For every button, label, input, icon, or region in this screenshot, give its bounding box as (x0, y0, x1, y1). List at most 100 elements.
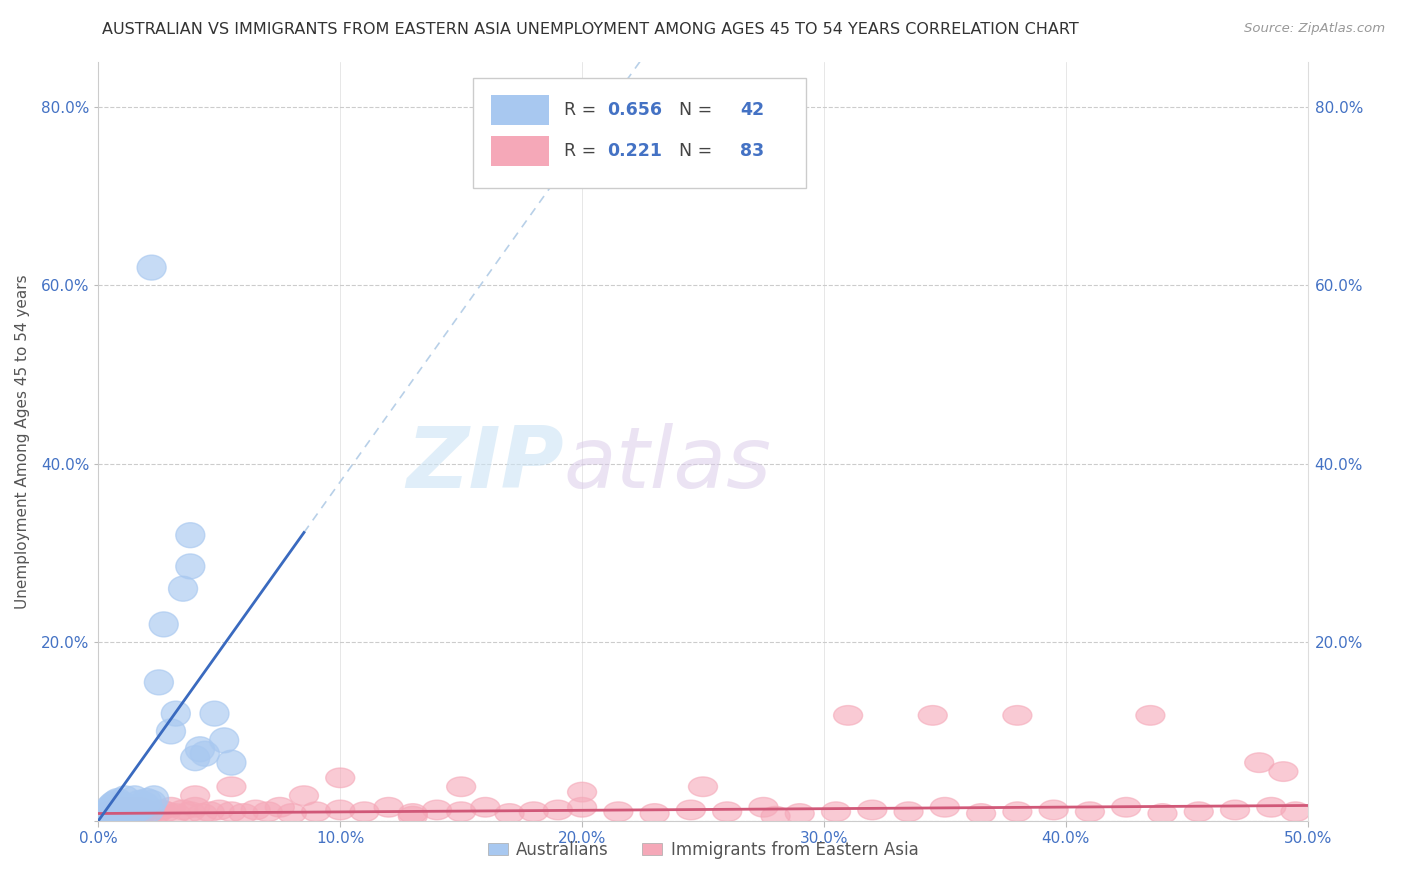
Ellipse shape (858, 800, 887, 820)
Ellipse shape (447, 777, 475, 797)
Ellipse shape (180, 797, 209, 817)
Ellipse shape (176, 523, 205, 548)
Ellipse shape (217, 777, 246, 797)
Ellipse shape (217, 802, 246, 822)
Ellipse shape (122, 802, 152, 822)
Text: 0.221: 0.221 (607, 142, 662, 161)
Ellipse shape (713, 802, 742, 822)
Ellipse shape (91, 801, 120, 826)
Ellipse shape (749, 797, 778, 817)
Text: Source: ZipAtlas.com: Source: ZipAtlas.com (1244, 22, 1385, 36)
Ellipse shape (834, 706, 863, 725)
Text: 42: 42 (741, 101, 765, 120)
Ellipse shape (169, 800, 198, 820)
Text: atlas: atlas (564, 423, 772, 506)
Ellipse shape (98, 800, 128, 820)
Ellipse shape (1257, 797, 1286, 817)
Ellipse shape (350, 802, 380, 822)
Ellipse shape (1112, 797, 1140, 817)
Ellipse shape (122, 797, 152, 822)
Ellipse shape (135, 797, 163, 822)
Ellipse shape (103, 797, 132, 822)
Ellipse shape (101, 804, 129, 823)
Ellipse shape (1244, 753, 1274, 772)
Ellipse shape (132, 800, 162, 820)
Ellipse shape (180, 786, 209, 805)
Ellipse shape (186, 737, 215, 762)
Ellipse shape (603, 802, 633, 822)
Ellipse shape (146, 800, 176, 820)
Ellipse shape (1220, 800, 1250, 820)
Ellipse shape (894, 802, 924, 822)
Ellipse shape (156, 797, 186, 817)
Y-axis label: Unemployment Among Ages 45 to 54 years: Unemployment Among Ages 45 to 54 years (15, 274, 30, 609)
Ellipse shape (568, 797, 596, 817)
Ellipse shape (1076, 802, 1105, 822)
Ellipse shape (103, 802, 132, 822)
Ellipse shape (112, 802, 142, 822)
Ellipse shape (129, 792, 159, 817)
Text: N =: N = (668, 142, 717, 161)
Ellipse shape (277, 804, 307, 823)
Ellipse shape (96, 795, 125, 820)
Ellipse shape (240, 800, 270, 820)
Ellipse shape (761, 806, 790, 826)
Ellipse shape (326, 768, 354, 788)
Ellipse shape (94, 802, 122, 822)
Ellipse shape (398, 804, 427, 823)
Ellipse shape (89, 804, 118, 829)
Ellipse shape (111, 786, 139, 811)
Ellipse shape (640, 804, 669, 823)
Text: 83: 83 (741, 142, 765, 161)
Ellipse shape (1281, 802, 1310, 822)
Ellipse shape (209, 728, 239, 753)
Ellipse shape (96, 797, 125, 822)
Ellipse shape (229, 804, 259, 823)
Ellipse shape (94, 799, 122, 824)
Ellipse shape (111, 800, 139, 820)
Ellipse shape (138, 790, 166, 815)
Ellipse shape (176, 802, 205, 822)
Ellipse shape (1002, 802, 1032, 822)
Ellipse shape (120, 800, 149, 820)
Ellipse shape (519, 802, 548, 822)
Ellipse shape (918, 706, 948, 725)
Ellipse shape (301, 802, 330, 822)
Ellipse shape (689, 777, 717, 797)
Legend: Australians, Immigrants from Eastern Asia: Australians, Immigrants from Eastern Asi… (481, 834, 925, 865)
Ellipse shape (1147, 804, 1177, 823)
Text: R =: R = (564, 142, 602, 161)
Ellipse shape (105, 800, 135, 825)
Ellipse shape (138, 802, 166, 822)
Ellipse shape (98, 801, 128, 826)
FancyBboxPatch shape (492, 95, 550, 126)
Ellipse shape (118, 804, 146, 823)
Ellipse shape (138, 255, 166, 280)
Ellipse shape (115, 797, 145, 817)
Ellipse shape (495, 804, 524, 823)
Ellipse shape (108, 804, 138, 823)
Ellipse shape (200, 701, 229, 726)
Text: 0.656: 0.656 (607, 101, 662, 120)
Ellipse shape (676, 800, 706, 820)
Ellipse shape (132, 789, 162, 814)
Ellipse shape (1136, 706, 1166, 725)
Ellipse shape (1184, 802, 1213, 822)
Ellipse shape (105, 797, 135, 817)
Ellipse shape (115, 795, 145, 820)
Text: R =: R = (564, 101, 602, 120)
Ellipse shape (128, 804, 156, 823)
Ellipse shape (190, 741, 219, 766)
Ellipse shape (145, 670, 173, 695)
Ellipse shape (156, 719, 186, 744)
Ellipse shape (89, 806, 118, 826)
Ellipse shape (326, 800, 354, 820)
Ellipse shape (398, 806, 427, 826)
Ellipse shape (108, 792, 138, 817)
Ellipse shape (253, 802, 283, 822)
Ellipse shape (785, 804, 814, 823)
Ellipse shape (205, 800, 233, 820)
Ellipse shape (217, 750, 246, 775)
Ellipse shape (101, 799, 129, 824)
Ellipse shape (169, 576, 198, 601)
